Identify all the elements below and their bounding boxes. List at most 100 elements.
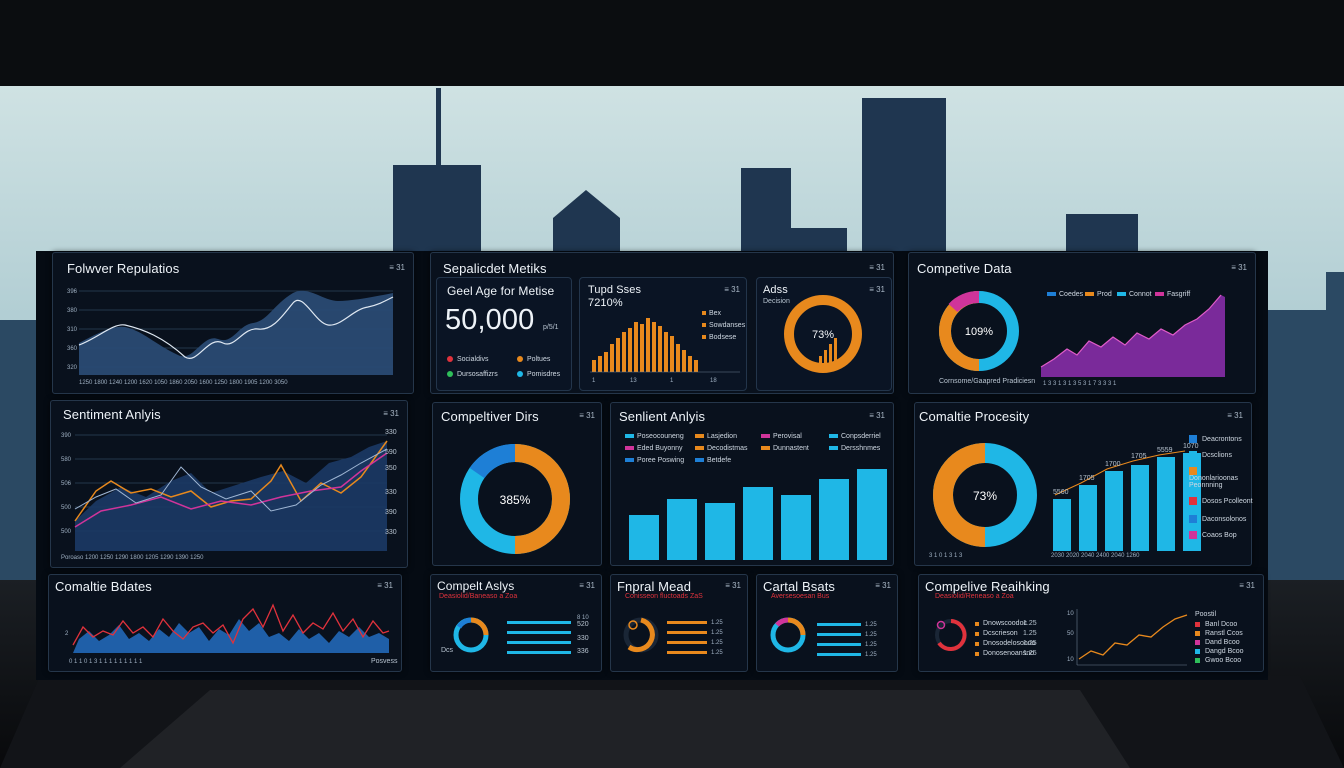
legend-title: Poostil bbox=[1195, 611, 1217, 618]
legend-label: Dand Bcoo bbox=[1205, 639, 1240, 646]
legend-item: Dunnastent bbox=[761, 445, 809, 452]
legend-label: Decodistmas bbox=[707, 445, 748, 452]
svg-text:1 3 3 1 3 1 3 5: 1 3 3 1 3 1 3 5 3 1 7 3 3 3 1 bbox=[1043, 381, 1117, 387]
card-menu-button[interactable]: ≡ 31 bbox=[724, 285, 740, 294]
legend-label: Deacrontons bbox=[1202, 435, 1242, 443]
legend-item: Dand Bcoo bbox=[1195, 639, 1240, 646]
legend-label: Sowdanses bbox=[709, 322, 746, 329]
bar-value-label: 1705 bbox=[1131, 453, 1147, 460]
card-menu-button[interactable]: ≡ 31 bbox=[869, 285, 885, 294]
donut-and-bar-chart: 73% 3 1 0 1 3 1 3 2030 2020 2040 2400 204… bbox=[929, 443, 1201, 559]
legend-item: Poltues bbox=[517, 356, 550, 363]
panel-capital-stats: Cartal Bsats ≡ 31 Aversesoesan Bus 1.25 1… bbox=[756, 574, 898, 672]
svg-text:580: 580 bbox=[61, 457, 72, 463]
panel-sentiment-analysis-bars: Senlient Anlyis ≡ 31 Poseocouneng Lasjed… bbox=[610, 402, 894, 566]
svg-text:1250 1800 1240 1200 1620 1050: 1250 1800 1240 1200 1620 1050 1860 2050 … bbox=[79, 380, 288, 386]
panel-menu-button[interactable]: ≡ 31 bbox=[869, 411, 885, 420]
panel-menu-button[interactable]: ≡ 31 bbox=[389, 263, 405, 272]
svg-text:0 1 1 0 1 3: 0 1 1 0 1 3 1 1 1 1 1 1 1 1 1 bbox=[69, 659, 143, 665]
panel-competitive-prosperity: Comaltie Procesity ≡ 31 73% 3 1 0 1 3 1 … bbox=[914, 402, 1253, 566]
bar-value-label: 1705 bbox=[1079, 475, 1095, 482]
card-title: Adss bbox=[763, 284, 788, 296]
y-label-right: 330 bbox=[385, 429, 397, 436]
x-axis-label: Posvess bbox=[371, 658, 398, 665]
panel-competitive-dirs: Compeltiver Dirs ≡ 31 385% bbox=[432, 402, 602, 566]
ranking-row: Dnowscoodoc bbox=[983, 620, 1027, 627]
panel-menu-button[interactable]: ≡ 31 bbox=[579, 581, 595, 590]
legend-item: Coaos Bop bbox=[1189, 531, 1237, 539]
legend-label: Perovisal bbox=[773, 433, 802, 440]
metric-unit: p/5/1 bbox=[543, 324, 559, 331]
legend-item: Coedes bbox=[1047, 291, 1083, 298]
legend-item: Connot bbox=[1117, 291, 1152, 298]
legend-item: Perovisal bbox=[761, 433, 802, 440]
panel-subtitle: Deasiolid/Baneaso a Zoa bbox=[439, 593, 518, 600]
card-title: Tupd Sses bbox=[588, 284, 642, 296]
panel-menu-button[interactable]: ≡ 31 bbox=[869, 263, 885, 272]
svg-text:50: 50 bbox=[1067, 631, 1074, 637]
panel-sentiment-analysis-lines: Sentiment Anlyis ≡ 31 390 580 506 500 500 Po… bbox=[50, 400, 408, 568]
y-label-right: 330 bbox=[385, 529, 397, 536]
legend-item: Socialdivs bbox=[447, 356, 489, 363]
legend-label: Bodsese bbox=[709, 334, 737, 341]
legend-label: Betdefe bbox=[707, 457, 732, 464]
svg-text:2: 2 bbox=[65, 631, 69, 637]
metric-title: Geel Age for Metise bbox=[447, 284, 555, 298]
ranking-row: Dnosodelosoono bbox=[983, 640, 1036, 647]
legend-label: Dosos Pcolleont bbox=[1202, 497, 1253, 505]
legend-label: Gwoo Bcoo bbox=[1205, 657, 1242, 664]
legend-item: Conpsderriel bbox=[829, 433, 881, 440]
legend-item: Decodistmas bbox=[695, 445, 747, 452]
legend-item: Dangd Bcoo bbox=[1195, 648, 1244, 655]
donut-value: 73% bbox=[812, 329, 834, 341]
legend-label: Bex bbox=[709, 310, 722, 317]
legend-label: Poree Poswing bbox=[637, 457, 685, 464]
panel-menu-button[interactable]: ≡ 31 bbox=[1227, 411, 1243, 420]
panel-subtitle: Aversesoesan Bus bbox=[771, 593, 830, 600]
svg-text:1: 1 bbox=[670, 378, 674, 384]
legend-item: Eded Buyonny bbox=[625, 445, 683, 452]
panel-competitive-ranking: Compelive Reaihking ≡ 31 Deasiolid/Renea… bbox=[918, 574, 1264, 672]
legend-item: Prod bbox=[1085, 291, 1112, 298]
legend-label: Dunnastent bbox=[773, 445, 809, 452]
panel-menu-button[interactable]: ≡ 31 bbox=[875, 581, 891, 590]
legend-item: Ranstl Ccos bbox=[1195, 630, 1243, 637]
panel-menu-button[interactable]: ≡ 31 bbox=[383, 409, 399, 418]
bar-value: 520 bbox=[577, 621, 589, 628]
panel-title: Cartal Bsats bbox=[763, 579, 836, 594]
legend-item: Dcsclions bbox=[1189, 451, 1232, 459]
donut-and-progress-chart: 8 10 bbox=[453, 615, 589, 654]
legend-label: Conpsderriel bbox=[841, 433, 881, 440]
legend-label: Coaos Bop bbox=[1202, 531, 1237, 539]
legend-label: Dcsclions bbox=[1202, 451, 1232, 459]
legend-item: Betdefe bbox=[695, 457, 731, 464]
area-chart: 396 380 310 360 320 1250 1800 1240 1200 1620… bbox=[67, 289, 394, 386]
panel-menu-button[interactable]: ≡ 31 bbox=[377, 581, 393, 590]
ranking-value: 1.25 bbox=[1023, 620, 1037, 627]
panel-menu-button[interactable]: ≡ 31 bbox=[1231, 263, 1247, 272]
legend-label: Dononlarioonas Peonnning bbox=[1189, 475, 1239, 489]
legend-label: Dersshnmes bbox=[841, 445, 881, 452]
svg-text:18: 18 bbox=[710, 378, 717, 384]
legend-item: Dosos Pcolleont bbox=[1189, 497, 1253, 505]
svg-text:1.25: 1.25 bbox=[711, 630, 723, 636]
svg-text:500: 500 bbox=[61, 505, 72, 511]
ranking-row: Dcscrieson bbox=[983, 630, 1018, 637]
legend-label: Poseocouneng bbox=[637, 433, 684, 440]
legend-label: Poltues bbox=[527, 356, 551, 363]
panel-title: Senlient Anlyis bbox=[619, 409, 706, 424]
svg-text:Poroaso 1200 1250 1290: Poroaso 1200 1250 1290 1800 1205 1290 13… bbox=[61, 555, 204, 561]
legend-item: Banl Dcoo bbox=[1195, 621, 1237, 628]
legend-label: Dangd Bcoo bbox=[1205, 648, 1244, 655]
bar-value-label: 1700 bbox=[1105, 461, 1121, 468]
panel-menu-button[interactable]: ≡ 31 bbox=[1239, 581, 1255, 590]
legend-item: Poseocouneng bbox=[625, 433, 684, 440]
panel-menu-button[interactable]: ≡ 31 bbox=[725, 581, 741, 590]
panel-title: Sentiment Anlyis bbox=[63, 407, 161, 422]
metric-card: Geel Age for Metise 50,000 p/5/1 Sociald… bbox=[436, 277, 572, 391]
svg-text:500: 500 bbox=[61, 529, 72, 535]
svg-text:1.25: 1.25 bbox=[711, 640, 723, 646]
donut-and-progress-chart: 1.25 1.25 1.25 1.25 bbox=[770, 617, 877, 658]
legend-item: Daconsolonos bbox=[1189, 515, 1246, 523]
panel-menu-button[interactable]: ≡ 31 bbox=[579, 411, 595, 420]
